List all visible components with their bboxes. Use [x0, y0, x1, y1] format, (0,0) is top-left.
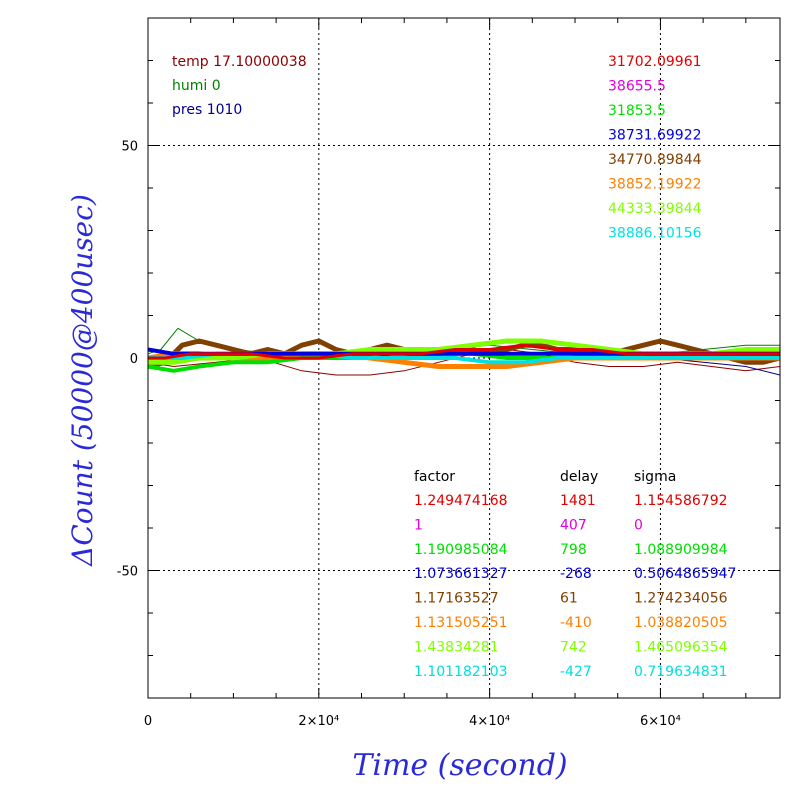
count-label: 38852.19922 — [608, 177, 702, 193]
table-cell-factor: 1.43834281 — [414, 639, 499, 655]
table-cell-factor: 1.190985084 — [414, 542, 508, 558]
table-cell-sigma: 1.088909984 — [634, 542, 728, 558]
table-cell-delay: 407 — [560, 517, 587, 533]
tick-labels: 0 2×10⁴ 4×10⁴ 6×10⁴ 50 0 -50 — [117, 140, 681, 730]
table-cell-factor: 1.131505251 — [414, 615, 508, 631]
count-label: 44333.39844 — [608, 201, 702, 217]
count-label: 31853.5 — [608, 103, 666, 119]
table-cell-sigma: 1.465096354 — [634, 639, 728, 655]
env-label: pres 1010 — [172, 102, 242, 118]
table-cell-factor: 1 — [414, 517, 423, 533]
table-cell-factor: 1.073661327 — [414, 566, 508, 582]
count-label: 34770.89844 — [608, 152, 702, 168]
count-labels: 31702.09961 38655.5 31853.5 38731.69922 3477… — [608, 54, 702, 242]
env-labels: temp 17.10000038 humi 0 pres 1010 — [172, 54, 307, 118]
table-header-factor: factor — [414, 469, 455, 485]
table-cell-delay: 798 — [560, 542, 587, 558]
table-cell-sigma: 1.154586792 — [634, 493, 728, 509]
table-cell-sigma: 0.5064865947 — [634, 566, 736, 582]
count-label: 38886.10156 — [608, 226, 702, 242]
table-cell-sigma: 1.038820505 — [634, 615, 728, 631]
x-tick-label: 6×10⁴ — [640, 714, 681, 729]
y-axis-label: ΔCount (50000@400usec) — [66, 194, 99, 567]
table-cell-factor: 1.101182103 — [414, 664, 508, 680]
table-header-sigma: sigma — [634, 469, 676, 485]
count-label: 38655.5 — [608, 79, 666, 95]
table-cell-sigma: 1.274234056 — [634, 591, 728, 607]
plot-frame — [147, 17, 781, 699]
table-cell-delay: -268 — [560, 566, 592, 582]
table-header-delay: delay — [560, 469, 598, 485]
table-cell-delay: -427 — [560, 664, 592, 680]
y-tick-label: 0 — [130, 352, 138, 367]
table-cell-delay: 61 — [560, 591, 578, 607]
table-cell-delay: 1481 — [560, 493, 596, 509]
table-cell-factor: 1.249474168 — [414, 493, 508, 509]
x-tick-label: 4×10⁴ — [469, 714, 510, 729]
x-axis-label: Time (second) — [352, 748, 567, 783]
table-cell-sigma: 0 — [634, 517, 643, 533]
env-label: humi 0 — [172, 78, 221, 94]
count-label: 38731.69922 — [608, 128, 702, 144]
count-label: 31702.09961 — [608, 54, 702, 70]
x-tick-label: 0 — [144, 714, 152, 729]
y-tick-label: 50 — [121, 140, 138, 155]
x-tick-label: 2×10⁴ — [298, 714, 339, 729]
series-line — [148, 343, 780, 360]
series-layer — [147, 327, 781, 376]
table-cell-sigma: 0.719634831 — [634, 664, 728, 680]
y-tick-label: -50 — [117, 565, 138, 580]
table-cell-factor: 1.17163527 — [414, 591, 499, 607]
table-cell-delay: 742 — [560, 639, 587, 655]
env-label: temp 17.10000038 — [172, 54, 307, 70]
fit-table: factor delay sigma 1.249474168 1481 1.1545867… — [414, 469, 736, 680]
table-cell-delay: -410 — [560, 615, 592, 631]
